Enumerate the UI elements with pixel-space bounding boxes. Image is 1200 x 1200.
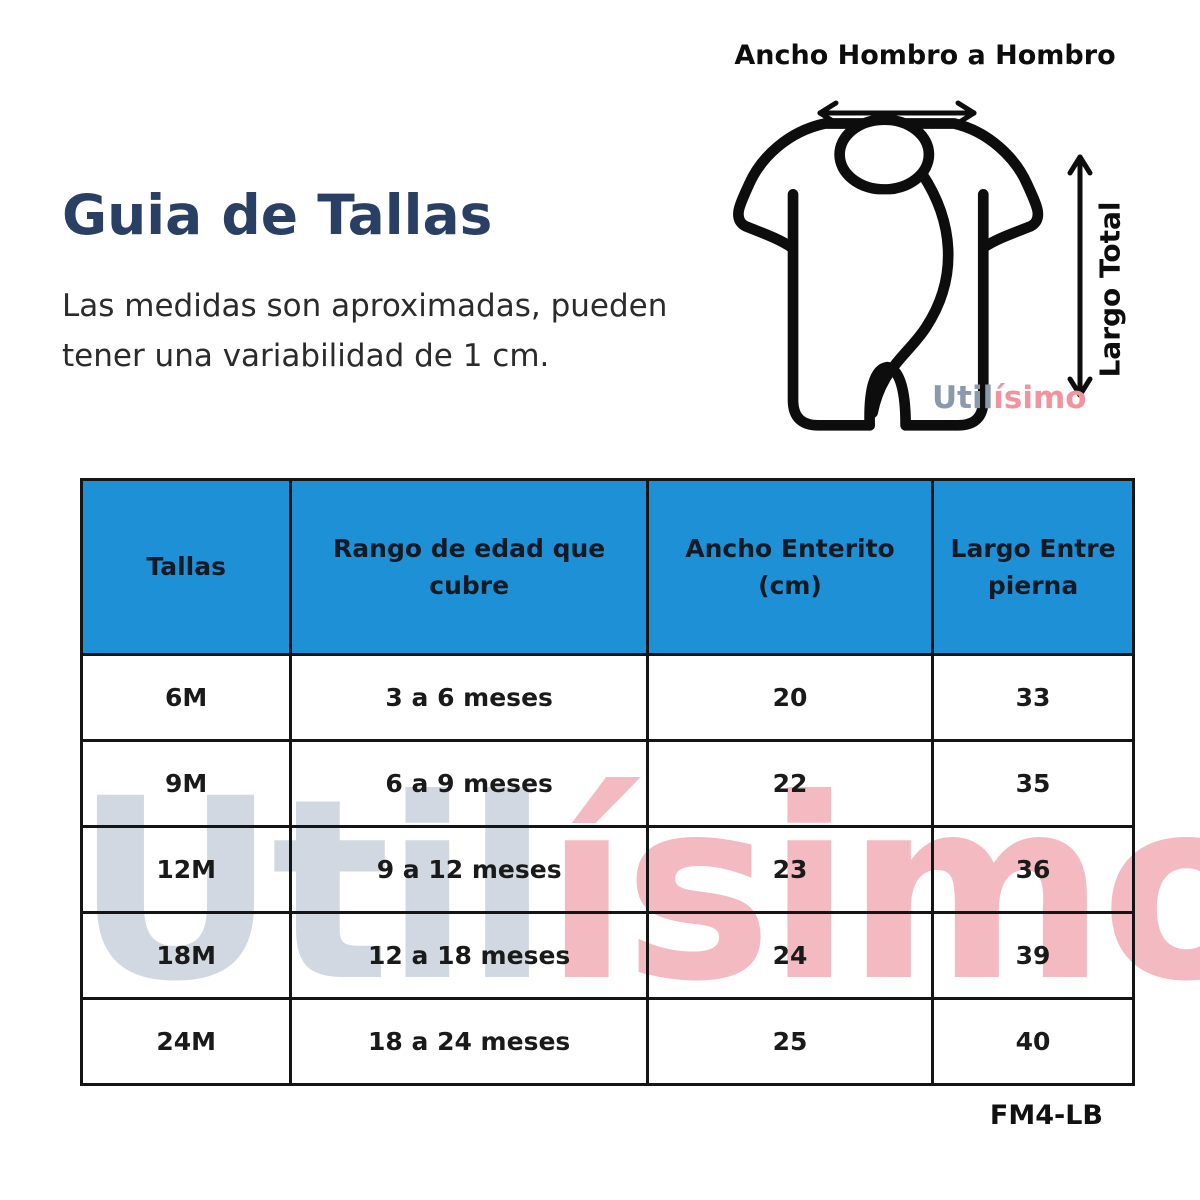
shoulder-width-label: Ancho Hombro a Hombro: [734, 40, 1116, 71]
cell-largo: 39: [931, 911, 1135, 1000]
column-header-tallas: Tallas: [79, 478, 293, 656]
footer-code: FM4-LB: [989, 1100, 1103, 1131]
table-row: 24M 18 a 24 meses 25 40: [79, 997, 1135, 1086]
cell-edad: 18 a 24 meses: [289, 997, 649, 1086]
column-header-edad: Rango de edad que cubre: [289, 478, 649, 656]
cell-talla: 12M: [79, 825, 293, 914]
size-table: Tallas Rango de edad que cubre Ancho Ent…: [79, 478, 1135, 1086]
cell-ancho: 22: [645, 739, 935, 828]
page-subtitle: Las medidas son aproximadas, pueden tene…: [62, 288, 668, 374]
column-header-largo: Largo Entre pierna: [931, 478, 1135, 656]
table-row: 6M 3 a 6 meses 20 33: [79, 653, 1135, 742]
table-row: 9M 6 a 9 meses 22 35: [79, 739, 1135, 828]
cell-largo: 35: [931, 739, 1135, 828]
brand-watermark-part1: Util: [932, 380, 994, 416]
cell-ancho: 23: [645, 825, 935, 914]
cell-largo: 36: [931, 825, 1135, 914]
cell-talla: 18M: [79, 911, 293, 1000]
vertical-double-arrow-icon: [1067, 154, 1093, 398]
table-row: 18M 12 a 18 meses 24 39: [79, 911, 1135, 1000]
garment-diagram: Ancho Hombro a Hombro: [700, 28, 1170, 458]
cell-talla: 9M: [79, 739, 293, 828]
page-title: Guia de Tallas: [62, 182, 493, 247]
brand-watermark-small: Utilísimo: [932, 380, 1087, 416]
cell-edad: 6 a 9 meses: [289, 739, 649, 828]
size-table-section: Utilísimo Tallas Rango de edad que cubre…: [74, 478, 1200, 1086]
cell-largo: 40: [931, 997, 1135, 1086]
cell-ancho: 25: [645, 997, 935, 1086]
brand-watermark-part2: ísimo: [993, 380, 1087, 416]
cell-talla: 24M: [79, 997, 293, 1086]
cell-ancho: 24: [645, 911, 935, 1000]
cell-edad: 12 a 18 meses: [289, 911, 649, 1000]
column-header-ancho: Ancho Enterito (cm): [645, 478, 935, 656]
baby-romper-icon: [733, 114, 1044, 431]
cell-edad: 3 a 6 meses: [289, 653, 649, 742]
header-row: Tallas Rango de edad que cubre Ancho Ent…: [79, 478, 1135, 656]
total-length-label: Largo Total: [1093, 201, 1127, 378]
cell-largo: 33: [931, 653, 1135, 742]
table-row: 12M 9 a 12 meses 23 36: [79, 825, 1135, 914]
cell-talla: 6M: [79, 653, 293, 742]
cell-ancho: 20: [645, 653, 935, 742]
cell-edad: 9 a 12 meses: [289, 825, 649, 914]
